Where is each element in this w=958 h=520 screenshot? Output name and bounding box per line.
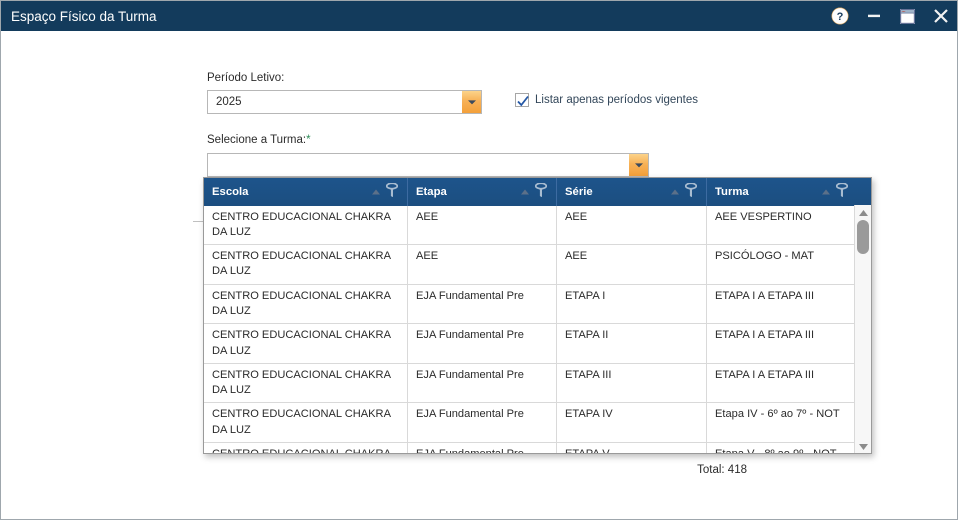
svg-text:?: ? [837, 11, 844, 23]
